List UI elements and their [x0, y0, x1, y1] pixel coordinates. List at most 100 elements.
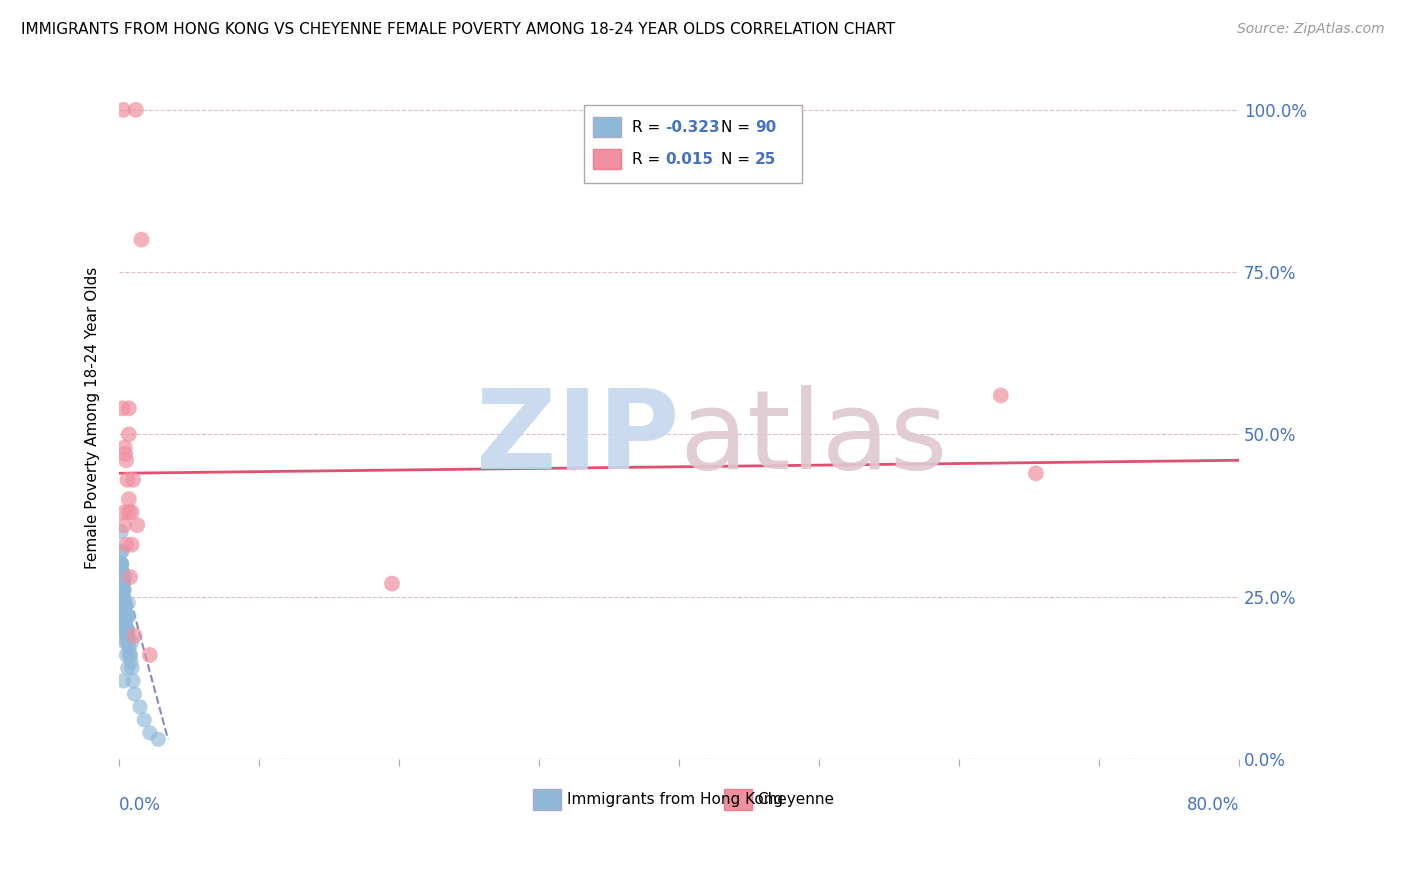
Point [117, 628, 139, 642]
Point [114, 609, 136, 624]
Point [117, 473, 139, 487]
Point [111, 583, 134, 598]
Point [111, 583, 134, 598]
Point [115, 453, 138, 467]
Point [114, 609, 136, 624]
Point [114, 615, 136, 630]
Point [114, 609, 136, 624]
Point [112, 602, 135, 616]
Point [124, 628, 146, 642]
Point [114, 447, 136, 461]
Point [120, 570, 142, 584]
Point [1025, 467, 1047, 481]
Point [129, 699, 152, 714]
Point [115, 628, 138, 642]
Point [117, 661, 139, 675]
Point [112, 103, 135, 117]
Text: R =: R = [631, 120, 665, 135]
Point [118, 641, 141, 656]
Point [115, 635, 138, 649]
Point [114, 622, 136, 636]
Point [114, 505, 136, 519]
Point [381, 576, 404, 591]
Point [114, 615, 136, 630]
Point [112, 596, 135, 610]
Point [114, 635, 136, 649]
Point [112, 583, 135, 598]
Bar [593, 149, 620, 169]
Point [111, 596, 134, 610]
Point [118, 427, 141, 442]
Point [111, 583, 134, 598]
Text: N =: N = [721, 120, 755, 135]
Point [112, 596, 135, 610]
Point [125, 103, 148, 117]
Point [120, 655, 142, 669]
Point [115, 628, 138, 642]
Point [115, 628, 138, 642]
Point [112, 673, 135, 688]
Point [112, 596, 135, 610]
Point [134, 713, 156, 727]
Point [111, 570, 134, 584]
Point [122, 673, 145, 688]
Point [115, 622, 138, 636]
Point [110, 564, 132, 578]
Point [112, 596, 135, 610]
Point [112, 596, 135, 610]
Point [118, 492, 141, 507]
Point [114, 609, 136, 624]
Point [990, 388, 1012, 402]
Point [112, 596, 135, 610]
Bar [533, 789, 561, 810]
Text: 90: 90 [755, 120, 776, 135]
Text: atlas: atlas [679, 385, 948, 492]
Point [111, 596, 134, 610]
Bar [724, 789, 752, 810]
Point [114, 609, 136, 624]
Point [110, 564, 132, 578]
Point [112, 622, 135, 636]
Text: -0.323: -0.323 [665, 120, 720, 135]
Point [122, 473, 145, 487]
Point [120, 648, 142, 662]
Point [121, 635, 143, 649]
Point [111, 590, 134, 604]
Point [114, 609, 136, 624]
Point [124, 687, 146, 701]
Point [110, 564, 132, 578]
Point [139, 648, 162, 662]
Point [114, 615, 136, 630]
Text: 0.015: 0.015 [665, 152, 713, 167]
Point [111, 401, 134, 416]
Point [115, 622, 138, 636]
Point [114, 570, 136, 584]
Point [111, 576, 134, 591]
Bar [593, 117, 620, 137]
Point [117, 635, 139, 649]
Point [111, 576, 134, 591]
FancyBboxPatch shape [583, 104, 801, 183]
Text: Source: ZipAtlas.com: Source: ZipAtlas.com [1237, 22, 1385, 37]
Point [111, 583, 134, 598]
Point [127, 518, 149, 533]
Point [110, 557, 132, 571]
Point [112, 596, 135, 610]
Point [110, 557, 132, 571]
Point [111, 590, 134, 604]
Point [117, 596, 139, 610]
Point [121, 505, 143, 519]
Point [111, 609, 134, 624]
Point [148, 732, 170, 747]
Text: ZIP: ZIP [475, 385, 679, 492]
Text: Cheyenne: Cheyenne [758, 792, 834, 807]
Point [131, 233, 153, 247]
Point [118, 505, 141, 519]
Point [114, 440, 136, 454]
Point [111, 544, 134, 558]
Point [110, 544, 132, 558]
Point [110, 557, 132, 571]
Point [114, 615, 136, 630]
Point [115, 622, 138, 636]
Point [114, 609, 136, 624]
